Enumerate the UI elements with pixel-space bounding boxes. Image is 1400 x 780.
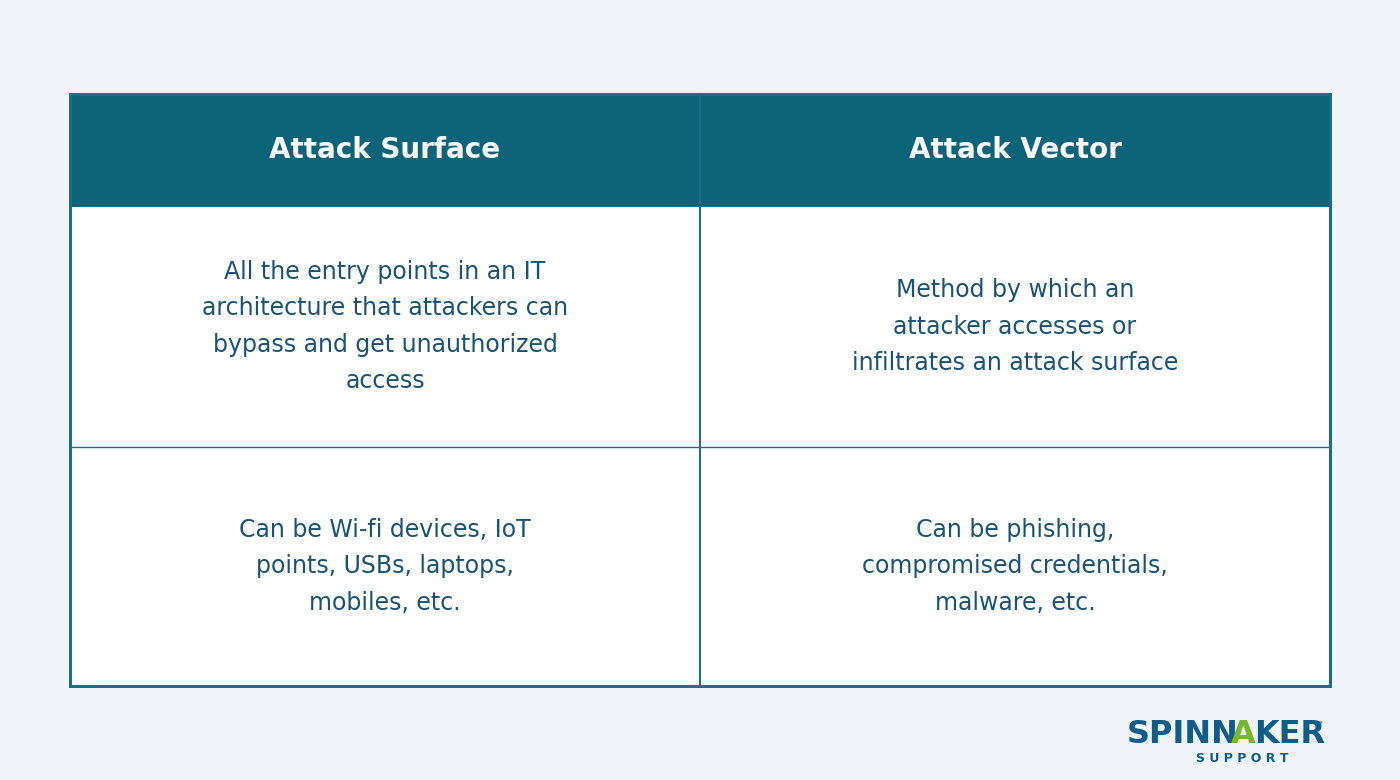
Text: SPINN: SPINN [1127,719,1239,750]
Text: Method by which an
attacker accesses or
infiltrates an attack surface: Method by which an attacker accesses or … [851,278,1179,375]
Polygon shape [70,94,1330,207]
Text: All the entry points in an IT
architecture that attackers can
bypass and get una: All the entry points in an IT architectu… [202,260,568,393]
Text: Can be phishing,
compromised credentials,
malware, etc.: Can be phishing, compromised credentials… [862,518,1168,615]
Text: A: A [1231,719,1256,750]
Text: KER: KER [1254,719,1326,750]
Text: Attack Vector: Attack Vector [909,136,1121,164]
Text: S U P P O R T: S U P P O R T [1196,752,1288,764]
Text: Can be Wi-fi devices, IoT
points, USBs, laptops,
mobiles, etc.: Can be Wi-fi devices, IoT points, USBs, … [239,518,531,615]
FancyBboxPatch shape [70,94,1330,686]
Text: ™: ™ [1313,719,1323,729]
Text: Attack Surface: Attack Surface [269,136,501,164]
